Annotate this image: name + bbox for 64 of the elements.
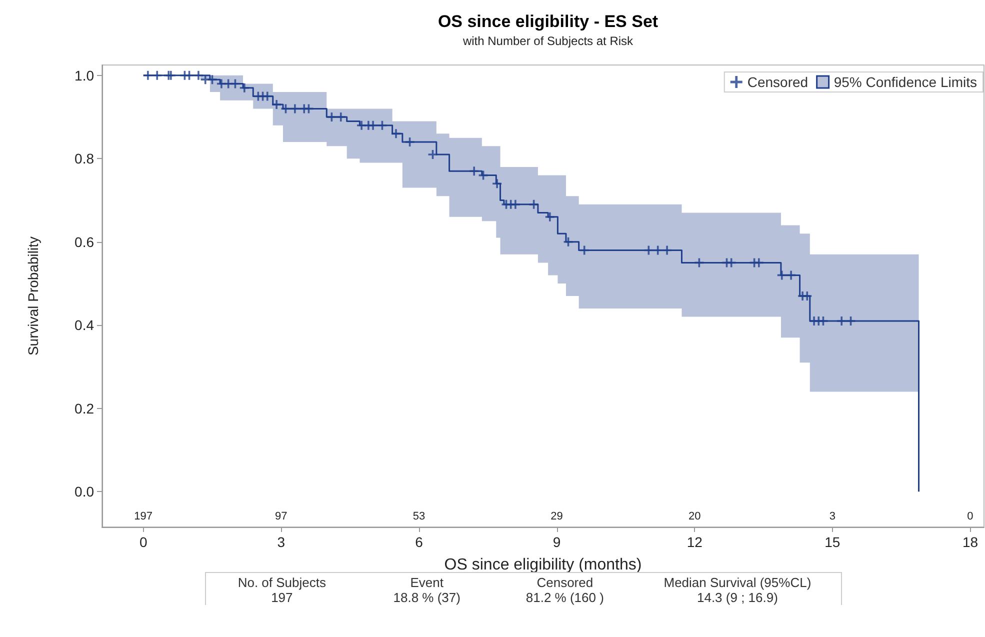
legend-label: Censored: [747, 74, 808, 90]
point: [194, 70, 203, 80]
text: 18.8 % (37): [392, 590, 462, 605]
annotation: 0: [967, 510, 974, 522]
point: [510, 200, 520, 209]
point: [152, 70, 162, 80]
y-tick-label: 0.4: [74, 317, 94, 334]
text: 197: [270, 590, 294, 605]
point: [272, 100, 282, 110]
point: [428, 150, 438, 159]
y-tick-label: 1.0: [74, 67, 94, 84]
text: Event: [409, 575, 444, 590]
y-tick-label: 0.8: [74, 150, 94, 167]
point: [378, 120, 387, 130]
point: [818, 316, 828, 326]
point: [336, 112, 346, 122]
annotation: 97: [275, 510, 288, 522]
point: [470, 166, 479, 176]
x-tick-label: 0: [139, 534, 148, 550]
point: [143, 70, 152, 80]
annotation: 20: [688, 510, 701, 522]
point: [240, 83, 249, 92]
x-axis-title: OS since eligibility (months): [444, 556, 642, 574]
point: [777, 270, 786, 280]
legend-label: 95% Confidence Limits: [834, 74, 977, 90]
x-tick-label: 9: [552, 534, 561, 550]
annotation: 197: [134, 510, 153, 522]
y-tick-label: 0.2: [74, 400, 94, 416]
annotation: 29: [550, 510, 563, 522]
x-tick-label: 12: [686, 534, 703, 550]
point: [290, 104, 300, 114]
point: [846, 316, 856, 326]
point: [545, 212, 554, 222]
y-tick-label: 0.0: [74, 484, 94, 500]
text: 81.2 % (160 ): [524, 590, 605, 605]
text: Median Survival (95%CL): [662, 575, 812, 590]
point: [564, 237, 573, 246]
x-tick-label: 15: [824, 534, 840, 550]
point: [662, 246, 672, 255]
point: [184, 70, 194, 80]
annotation: 53: [412, 510, 426, 522]
point: [492, 179, 502, 188]
point: [802, 292, 812, 300]
chart-subtitle: with Number of Subjects at Risk: [462, 34, 634, 48]
point: [327, 112, 336, 122]
chart-title: OS since eligibility - ES Set: [438, 12, 658, 31]
point: [837, 316, 846, 326]
point: [529, 200, 538, 209]
point: [262, 92, 272, 101]
text: No. of Subjects: [236, 575, 327, 590]
x-tick-label: 3: [277, 534, 286, 550]
point: [405, 138, 414, 146]
annotation: 3: [829, 510, 836, 522]
x-tick-label: 6: [415, 534, 424, 550]
point: [754, 258, 764, 268]
point: [368, 120, 378, 130]
text: 14.3 (9 ; 16.9): [696, 590, 779, 605]
point: [786, 270, 796, 280]
text: Censored: [536, 575, 594, 590]
y-axis-title: Survival Probability: [25, 236, 41, 356]
point: [392, 129, 400, 138]
y-tick-label: 0.6: [74, 234, 94, 250]
x-tick-label: 18: [962, 534, 978, 550]
point: [208, 75, 217, 84]
